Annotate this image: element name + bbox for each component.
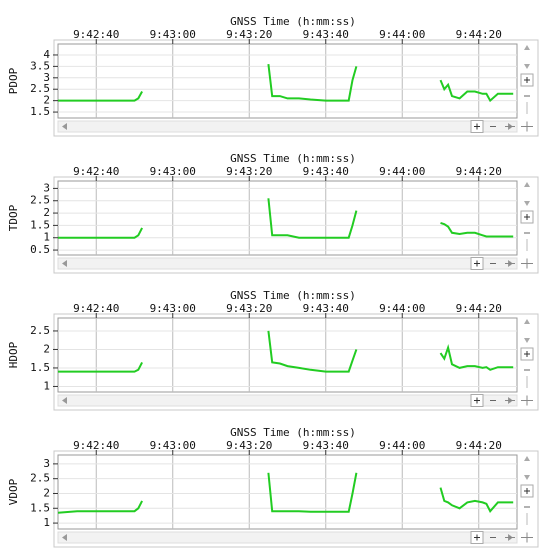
scroll-down[interactable]: [524, 201, 530, 206]
scrollbar[interactable]: [57, 531, 518, 544]
scroll-left[interactable]: [62, 123, 67, 130]
x-axis-title: GNSS Time (h:mm:ss): [230, 426, 356, 439]
x-tick-label: 9:43:00: [150, 165, 196, 178]
plot-area: [57, 317, 518, 393]
x-tick-label: 9:43:40: [303, 28, 349, 41]
x-tick-label: 9:43:20: [226, 302, 272, 315]
x-axis-title: GNSS Time (h:mm:ss): [230, 289, 356, 302]
data-line: [58, 330, 514, 373]
zoom-in-x-icon: [474, 123, 480, 130]
data-line: [58, 63, 514, 103]
y-tick-label: 1.5: [30, 501, 50, 514]
y-tick-label: 1: [43, 379, 50, 392]
plot-area: [57, 454, 518, 530]
y-axis-title: VDOP: [7, 478, 20, 505]
y-tick-label: 1: [43, 516, 50, 529]
x-tick-label: 9:43:40: [303, 302, 349, 315]
y-tick-label: 4: [43, 48, 50, 61]
y-tick-label: 3: [43, 457, 50, 470]
scroll-left[interactable]: [62, 397, 67, 404]
reset-x-icon[interactable]: [505, 535, 515, 540]
x-axis-title: GNSS Time (h:mm:ss): [230, 152, 356, 165]
x-tick-label: 9:42:40: [73, 302, 119, 315]
zoom-in-y-icon: [524, 351, 530, 357]
reset-all-icon[interactable]: [521, 395, 533, 406]
data-line: [57, 472, 514, 514]
x-tick-label: 9:43:20: [226, 165, 272, 178]
reset-x-icon[interactable]: [505, 124, 515, 129]
zoom-in-y-icon: [524, 488, 530, 494]
x-tick-label: 9:42:40: [73, 439, 119, 452]
scrollbar[interactable]: [57, 394, 518, 407]
reset-all-icon[interactable]: [521, 532, 533, 543]
scroll-up[interactable]: [524, 45, 530, 50]
y-tick-label: 3: [43, 181, 50, 194]
data-line: [58, 198, 514, 239]
x-axis-title: GNSS Time (h:mm:ss): [230, 15, 356, 28]
y-tick-label: 2.5: [30, 194, 50, 207]
x-tick-label: 9:44:20: [456, 439, 502, 452]
y-tick-label: 2.5: [30, 324, 50, 337]
scroll-down[interactable]: [524, 475, 530, 480]
scroll-down[interactable]: [524, 64, 530, 69]
plot-area: [57, 180, 518, 256]
x-tick-label: 9:44:20: [456, 165, 502, 178]
y-tick-label: 3.5: [30, 59, 50, 72]
x-tick-label: 9:44:00: [379, 439, 425, 452]
panel-frame: [53, 39, 539, 137]
scrollbar[interactable]: [57, 120, 518, 133]
x-tick-label: 9:44:20: [456, 28, 502, 41]
x-tick-label: 9:43:40: [303, 439, 349, 452]
y-axis-title: TDOP: [7, 204, 20, 231]
zoom-in-x-icon: [474, 534, 480, 541]
panel-frame: [53, 313, 539, 411]
reset-x-icon[interactable]: [505, 261, 515, 266]
x-tick-label: 9:42:40: [73, 165, 119, 178]
reset-all-icon[interactable]: [521, 258, 533, 269]
y-tick-label: 0.5: [30, 243, 50, 256]
scroll-up[interactable]: [524, 319, 530, 324]
y-tick-label: 3: [43, 71, 50, 84]
panel-frame: [53, 450, 539, 548]
y-tick-label: 2: [43, 486, 50, 499]
x-tick-label: 9:44:00: [379, 28, 425, 41]
x-tick-label: 9:44:00: [379, 165, 425, 178]
y-tick-label: 1: [43, 231, 50, 244]
y-axis-title: PDOP: [7, 67, 20, 94]
x-tick-label: 9:42:40: [73, 28, 119, 41]
scroll-left[interactable]: [62, 534, 67, 541]
zoom-in-x-icon: [474, 260, 480, 267]
x-tick-label: 9:43:00: [150, 28, 196, 41]
y-tick-label: 2: [43, 342, 50, 355]
y-tick-label: 2.5: [30, 472, 50, 485]
y-tick-label: 1.5: [30, 105, 50, 118]
x-tick-label: 9:44:20: [456, 302, 502, 315]
y-tick-label: 1.5: [30, 361, 50, 374]
x-tick-label: 9:43:20: [226, 28, 272, 41]
y-tick-label: 1.5: [30, 218, 50, 231]
scroll-down[interactable]: [524, 338, 530, 343]
y-tick-label: 2: [43, 94, 50, 107]
x-tick-label: 9:43:00: [150, 439, 196, 452]
scroll-up[interactable]: [524, 182, 530, 187]
zoom-in-x-icon: [474, 397, 480, 404]
y-axis-title: HDOP: [7, 341, 20, 368]
reset-all-icon[interactable]: [521, 121, 533, 132]
y-tick-label: 2: [43, 206, 50, 219]
scroll-up[interactable]: [524, 456, 530, 461]
zoom-in-y-icon: [524, 214, 530, 220]
x-tick-label: 9:43:20: [226, 439, 272, 452]
scrollbar[interactable]: [57, 257, 518, 270]
scroll-left[interactable]: [62, 260, 67, 267]
zoom-in-y-icon: [524, 77, 530, 83]
y-tick-label: 2.5: [30, 82, 50, 95]
x-tick-label: 9:43:00: [150, 302, 196, 315]
x-tick-label: 9:44:00: [379, 302, 425, 315]
reset-x-icon[interactable]: [505, 398, 515, 403]
x-tick-label: 9:43:40: [303, 165, 349, 178]
